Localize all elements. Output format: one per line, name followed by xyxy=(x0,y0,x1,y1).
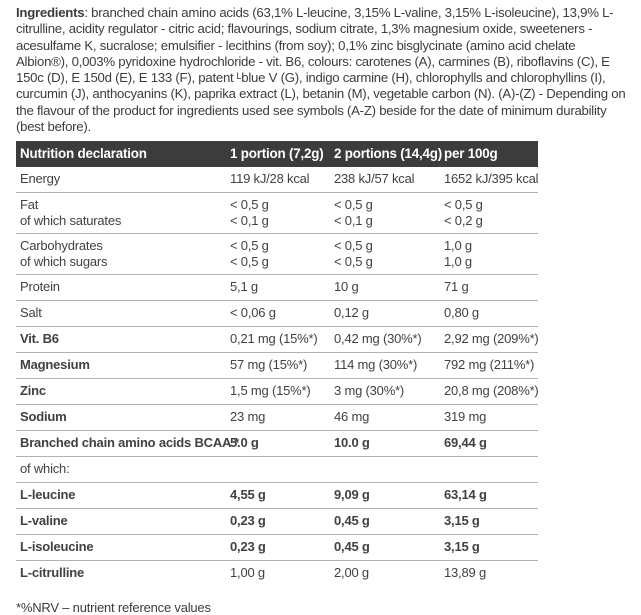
table-row: L-isoleucine 0,23 g 0,45 g 3,15 g xyxy=(16,535,538,561)
table-body: Energy 119 kJ/28 kcal 238 kJ/57 kcal 1652 k… xyxy=(16,167,539,587)
row-value: 0,21 mg (15%*) xyxy=(230,331,318,347)
row-value: 2,92 mg (209%*) xyxy=(444,331,539,347)
row-value: 5,1 g xyxy=(230,279,258,295)
row-value: 10.0 g xyxy=(334,435,370,451)
row-label: Vit. B6 xyxy=(20,331,59,347)
row-label: L-valine xyxy=(20,513,68,529)
row-value: 5.0 g xyxy=(230,435,259,451)
table-row: Vit. B6 0,21 mg (15%*) 0,42 mg (30%*) 2,92 … xyxy=(16,327,539,353)
row-label: L-citrulline xyxy=(20,565,85,581)
row-value: 13,89 g xyxy=(444,565,486,581)
row-value: < 0,5 g < 0,2 g xyxy=(444,197,483,229)
row-value: 0,12 g xyxy=(334,305,369,321)
row-value: < 0,5 g < 0,1 g xyxy=(230,197,269,229)
table-row: Carbohydrates of which sugars < 0,5 g < 0,5… xyxy=(16,234,538,275)
row-value: 3 mg (30%*) xyxy=(334,383,405,399)
row-value: < 0,06 g xyxy=(230,305,276,321)
row-value: < 0,5 g < 0,1 g xyxy=(334,197,373,229)
row-value: 4,55 g xyxy=(230,487,266,503)
table-row: L-valine 0,23 g 0,45 g 3,15 g xyxy=(16,509,538,535)
row-value: < 0,5 g < 0,5 g xyxy=(230,238,269,270)
table-row: L-citrulline 1,00 g 2,00 g 13,89 g xyxy=(16,561,538,587)
row-label: of which: xyxy=(20,461,70,477)
row-value: 0,23 g xyxy=(230,513,266,529)
row-label: Sodium xyxy=(20,409,67,425)
row-label: Magnesium xyxy=(20,357,90,373)
row-value: 1,5 mg (15%*) xyxy=(230,383,311,399)
row-label: Carbohydrates of which sugars xyxy=(20,238,108,270)
row-value: 9,09 g xyxy=(334,487,370,503)
table-row: Energy 119 kJ/28 kcal 238 kJ/57 kcal 1652 k… xyxy=(16,167,539,193)
row-label: Energy xyxy=(20,171,60,187)
row-value: 3,15 g xyxy=(444,513,480,529)
row-value: 1,00 g xyxy=(230,565,265,581)
row-value: 46 mg xyxy=(334,409,370,425)
row-value: 20,8 mg (208%*) xyxy=(444,383,539,399)
table-row: Zinc 1,5 mg (15%*) 3 mg (30%*) 20,8 mg (208… xyxy=(16,379,539,405)
row-value: 0,42 mg (30%*) xyxy=(334,331,422,347)
row-value: 792 mg (211%*) xyxy=(444,357,535,373)
ingredients-paragraph: Ingredients: branched chain amino acids … xyxy=(16,5,629,135)
ingredients-label: Ingredients xyxy=(16,5,85,20)
row-value: 1,0 g 1,0 g xyxy=(444,238,472,270)
row-value: 114 mg (30%*) xyxy=(334,357,418,373)
column-header-per-100g: per 100g xyxy=(440,141,538,168)
table-row: Branched chain amino acids BCAA * 5.0 g 10… xyxy=(16,431,538,457)
nutrition-table: Nutrition declaration 1 portion (7,2g) 2… xyxy=(16,141,539,587)
row-value: < 0,5 g < 0,5 g xyxy=(334,238,373,270)
row-label: L-leucine xyxy=(20,487,76,503)
row-label: Zinc xyxy=(20,383,46,399)
table-row: Sodium 23 mg 46 mg 319 mg xyxy=(16,405,538,431)
row-value: 23 mg xyxy=(230,409,266,425)
row-label: Fat of which saturates xyxy=(20,197,122,229)
row-label: Salt xyxy=(20,305,42,321)
table-row: L-leucine 4,55 g 9,09 g 63,14 g xyxy=(16,483,538,509)
row-value: 69,44 g xyxy=(444,435,487,451)
nrv-footnote: *%NRV – nutrient reference values xyxy=(16,600,211,615)
row-value xyxy=(440,457,538,483)
row-value: 3,15 g xyxy=(444,539,480,555)
row-value: 63,14 g xyxy=(444,487,487,503)
row-value: 2,00 g xyxy=(334,565,369,581)
table-row: of which: xyxy=(16,457,538,483)
row-value: 0,80 g xyxy=(444,305,479,321)
ingredients-text: : branched chain amino acids (63,1% L-le… xyxy=(16,5,626,135)
table-row: Fat of which saturates < 0,5 g < 0,1 g < 0,5… xyxy=(16,193,538,234)
row-value: 71 g xyxy=(444,279,469,295)
column-header-nutrition-declaration: Nutrition declaration xyxy=(16,141,226,168)
row-value xyxy=(330,457,440,483)
table-row: Salt < 0,06 g 0,12 g 0,80 g xyxy=(16,301,538,327)
row-label: Protein xyxy=(20,279,60,295)
row-value: 1652 kJ/395 kcal xyxy=(444,171,539,187)
row-value: 119 kJ/28 kcal xyxy=(230,171,310,187)
row-value: 0,45 g xyxy=(334,539,370,555)
row-value: 238 kJ/57 kcal xyxy=(334,171,415,187)
row-value: 319 mg xyxy=(444,409,487,425)
row-value: 57 mg (15%*) xyxy=(230,357,308,373)
table-header-row: Nutrition declaration 1 portion (7,2g) 2… xyxy=(16,141,538,168)
column-header-2-portions: 2 portions (14,4g) xyxy=(330,141,442,168)
row-value xyxy=(226,457,330,483)
row-value: 10 g xyxy=(334,279,359,295)
row-label: L-isoleucine xyxy=(20,539,94,555)
table-row: Protein 5,1 g 10 g 71 g xyxy=(16,275,538,301)
row-value: 0,23 g xyxy=(230,539,266,555)
row-value: 0,45 g xyxy=(334,513,370,529)
column-header-1-portion: 1 portion (7,2g) xyxy=(226,141,330,168)
table-row: Magnesium 57 mg (15%*) 114 mg (30%*) 792 mg… xyxy=(16,353,538,379)
row-label: Branched chain amino acids BCAA * xyxy=(20,435,240,451)
